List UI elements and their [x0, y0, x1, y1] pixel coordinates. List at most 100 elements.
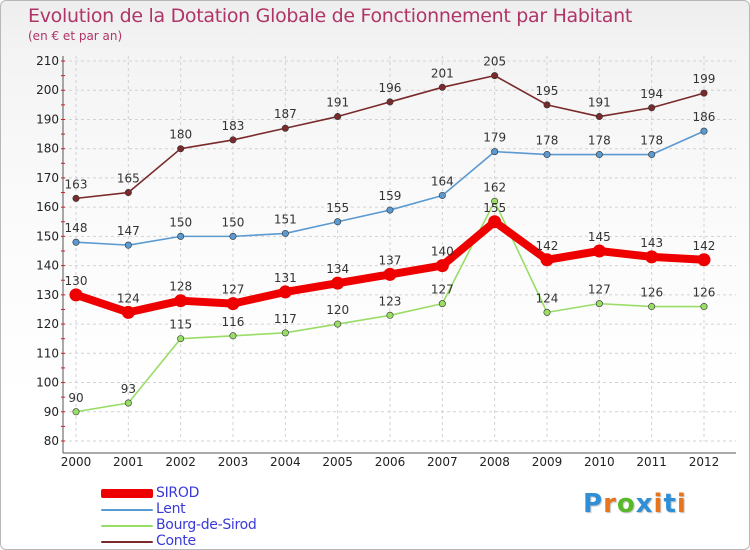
logo-letter: x: [635, 489, 654, 519]
x-tick-label: 2008: [479, 455, 510, 469]
axis-layer: 80 90 100 110 120 130 140 150 160 170 180 190 200 210…: [36, 54, 736, 469]
x-tick-label: 2009: [532, 455, 563, 469]
logo-letter: i: [676, 489, 687, 519]
data-point-bourg-de-sirod: [700, 303, 708, 311]
data-point-lent: [281, 229, 289, 237]
legend-swatch: [101, 509, 153, 511]
y-tick-label: 100: [36, 376, 59, 390]
data-label-bourg-de-sirod: 120: [326, 303, 349, 317]
data-label-conte: 191: [588, 96, 611, 110]
x-tick-label: 2006: [375, 455, 406, 469]
data-point-bourg-de-sirod: [543, 308, 551, 316]
data-label-bourg-de-sirod: 162: [483, 180, 506, 194]
data-label-lent: 164: [431, 174, 454, 188]
data-point-lent: [648, 151, 656, 159]
data-point-bourg-de-sirod: [281, 329, 289, 337]
data-point-bourg-de-sirod: [124, 399, 132, 407]
data-point-bourg-de-sirod: [595, 300, 603, 308]
chart-subtitle: (en € et par an): [28, 29, 123, 43]
logo-letter: i: [653, 489, 664, 519]
data-label-conte: 163: [65, 177, 88, 191]
series-layer: [69, 72, 711, 416]
legend-label: Bourg-de-Sirod: [156, 517, 257, 533]
data-label-conte: 199: [693, 72, 716, 86]
data-label-lent: 150: [169, 215, 192, 229]
data-label-conte: 187: [274, 107, 297, 121]
y-tick-label: 200: [36, 83, 59, 97]
y-tick-label: 120: [36, 317, 59, 331]
data-point-lent: [595, 151, 603, 159]
data-label-lent: 178: [536, 134, 559, 148]
data-label-sirod: 142: [536, 239, 559, 253]
x-tick-label: 2001: [113, 455, 144, 469]
data-label-sirod: 143: [640, 236, 663, 250]
data-point-conte: [648, 104, 656, 112]
data-point-bourg-de-sirod: [334, 320, 342, 328]
data-point-lent: [491, 148, 499, 156]
data-label-lent: 155: [326, 201, 349, 215]
data-label-lent: 178: [640, 134, 663, 148]
data-label-conte: 183: [222, 119, 245, 133]
data-label-conte: 205: [483, 55, 506, 69]
data-point-sirod: [69, 288, 83, 302]
data-point-conte: [700, 89, 708, 97]
data-point-lent: [124, 241, 132, 249]
logo-letter: P: [583, 489, 604, 519]
data-point-conte: [281, 124, 289, 132]
data-label-sirod: 137: [379, 253, 402, 267]
x-tick-label: 2010: [584, 455, 615, 469]
x-tick-label: 2012: [689, 455, 720, 469]
data-label-lent: 159: [379, 189, 402, 203]
data-point-bourg-de-sirod: [648, 303, 656, 311]
data-point-lent: [229, 232, 237, 240]
data-point-bourg-de-sirod: [386, 311, 394, 319]
data-label-sirod: 127: [222, 283, 245, 297]
x-tick-label: 2002: [165, 455, 196, 469]
y-tick-label: 80: [44, 434, 59, 448]
x-tick-label: 2007: [427, 455, 458, 469]
data-point-conte: [595, 113, 603, 121]
chart-title: Evolution de la Dotation Globale de Fonc…: [28, 5, 633, 27]
legend-label: Conte: [156, 533, 196, 549]
data-label-conte: 201: [431, 66, 454, 80]
data-label-conte: 191: [326, 96, 349, 110]
x-tick-label: 2003: [218, 455, 249, 469]
data-label-bourg-de-sirod: 127: [588, 283, 611, 297]
y-tick-label: 90: [44, 405, 59, 419]
logo-letter: r: [603, 489, 617, 519]
data-point-sirod: [488, 215, 502, 229]
y-tick-label: 140: [36, 259, 59, 273]
proxiti-logo: Proxiti: [583, 489, 687, 519]
data-point-sirod: [121, 305, 135, 319]
data-point-sirod: [697, 253, 711, 267]
y-tick-label: 160: [36, 200, 59, 214]
logo-letter: o: [616, 489, 636, 519]
data-point-conte: [491, 72, 499, 80]
data-point-sirod: [383, 267, 397, 281]
data-point-lent: [438, 191, 446, 199]
data-label-sirod: 128: [169, 280, 192, 294]
x-tick-label: 2011: [636, 455, 667, 469]
data-label-lent: 178: [588, 134, 611, 148]
logo-letter: t: [663, 489, 677, 519]
data-label-sirod: 142: [693, 239, 716, 253]
data-label-lent: 179: [483, 131, 506, 145]
data-label-conte: 195: [536, 84, 559, 98]
legend-swatch: [101, 489, 153, 498]
data-point-sirod: [174, 294, 188, 308]
data-point-sirod: [435, 259, 449, 273]
data-point-conte: [386, 98, 394, 106]
data-label-lent: 151: [274, 212, 297, 226]
data-point-conte: [124, 189, 132, 197]
data-point-sirod: [540, 253, 554, 267]
data-label-conte: 165: [117, 172, 140, 186]
data-point-bourg-de-sirod: [229, 332, 237, 340]
data-point-lent: [177, 232, 185, 240]
x-tick-label: 2005: [322, 455, 353, 469]
legend-swatch: [101, 541, 153, 543]
data-label-sirod: 130: [65, 274, 88, 288]
data-point-lent: [72, 238, 80, 246]
data-label-bourg-de-sirod: 124: [536, 291, 559, 305]
data-point-lent: [386, 206, 394, 214]
